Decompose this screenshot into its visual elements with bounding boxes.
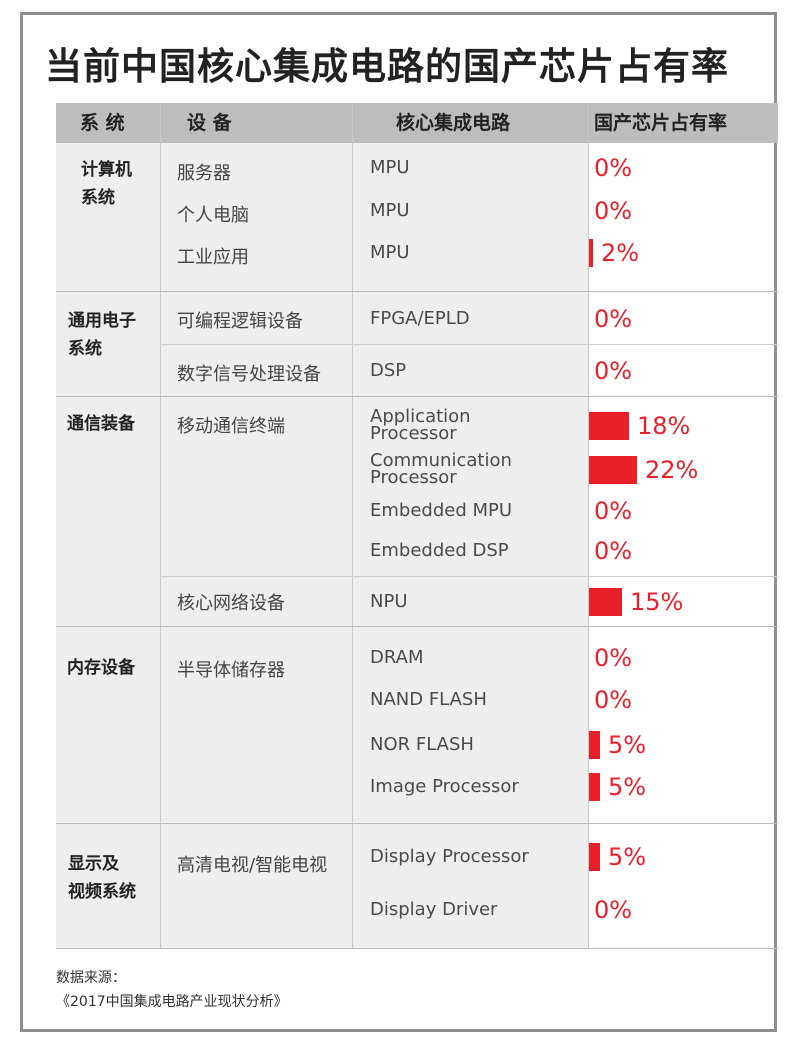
source-label: 数据来源： <box>56 970 126 986</box>
share-value-label: 0% <box>594 686 633 714</box>
core-ic-label: Communication Processor <box>370 450 512 488</box>
share-value-label: 0% <box>594 154 633 182</box>
core-ic-label: NOR FLASH <box>370 734 474 755</box>
core-ic-label: FPGA/EPLD <box>370 308 470 329</box>
share-value-label: 0% <box>594 305 633 333</box>
device-dsp: 数字信号处理设备 <box>177 364 321 385</box>
core-ic-label: NAND FLASH <box>370 689 487 710</box>
header-core-ic: 核心集成电路 <box>396 112 511 134</box>
share-bar <box>589 731 600 759</box>
group-divider <box>56 396 778 397</box>
column-divider <box>160 103 161 948</box>
device-semiconductor-memory: 半导体储存器 <box>177 660 285 681</box>
share-bar <box>589 843 600 871</box>
device-programmable-logic: 可编程逻辑设备 <box>177 311 303 332</box>
core-ic-label: Display Driver <box>370 899 498 920</box>
core-ic-label: Embedded MPU <box>370 500 513 521</box>
device-hdtv: 高清电视/智能电视 <box>177 855 328 876</box>
chart-title: 当前中国核心集成电路的国产芯片占有率 <box>45 45 729 88</box>
core-ic-label: Image Processor <box>370 776 519 797</box>
core-ic-label: DRAM <box>370 647 424 668</box>
share-value-label: 0% <box>594 357 633 385</box>
device-server: 服务器 <box>177 163 231 184</box>
core-ic-label: Display Processor <box>370 846 529 867</box>
core-ic-label: MPU <box>370 200 410 221</box>
share-bar <box>589 588 622 616</box>
device-pc: 个人电脑 <box>177 205 249 226</box>
system-communication: 通信装备 <box>67 414 135 434</box>
system-computer: 计算机 系统 <box>81 160 132 208</box>
share-value-label: 0% <box>594 537 633 565</box>
column-divider <box>352 103 353 948</box>
row-divider <box>160 576 778 577</box>
share-bar <box>589 412 629 440</box>
data-source: 数据来源： 《2017中国集成电路产业现状分析》 <box>56 966 288 1014</box>
table-header: 系 统 设 备 核心集成电路 国产芯片占有率 <box>56 103 778 143</box>
device-core-network: 核心网络设备 <box>177 593 285 614</box>
core-ic-label: DSP <box>370 360 407 381</box>
core-ic-label: Embedded DSP <box>370 540 509 561</box>
group-divider <box>56 823 778 824</box>
device-industrial: 工业应用 <box>177 247 249 268</box>
table-body-background <box>56 143 588 948</box>
share-value-label: 0% <box>594 896 633 924</box>
share-value-label: 22% <box>645 456 699 484</box>
row-divider <box>160 344 778 345</box>
share-bar <box>589 239 593 267</box>
core-ic-label: NPU <box>370 591 408 612</box>
share-value-label: 5% <box>608 773 647 801</box>
system-general-electronics: 通用电子 系统 <box>68 311 136 359</box>
core-ic-label: Application Processor <box>370 406 471 444</box>
share-value-label: 15% <box>630 588 684 616</box>
share-bar <box>589 773 600 801</box>
core-ic-label: MPU <box>370 242 410 263</box>
share-bar <box>589 456 637 484</box>
header-share: 国产芯片占有率 <box>594 112 728 134</box>
system-display-video: 显示及 视频系统 <box>68 854 136 902</box>
header-system: 系 统 <box>80 112 125 134</box>
share-value-label: 0% <box>594 197 633 225</box>
share-value-label: 0% <box>594 497 633 525</box>
group-divider <box>56 291 778 292</box>
group-divider <box>56 626 778 627</box>
figure-frame <box>20 12 777 1032</box>
table-bottom-line <box>56 948 778 949</box>
share-value-label: 2% <box>601 239 640 267</box>
source-reference: 《2017中国集成电路产业现状分析》 <box>56 994 288 1010</box>
column-divider <box>588 103 589 948</box>
core-ic-label: MPU <box>370 157 410 178</box>
share-value-label: 18% <box>637 412 691 440</box>
system-memory: 内存设备 <box>67 658 135 678</box>
device-mobile-terminal: 移动通信终端 <box>177 416 285 437</box>
share-value-label: 5% <box>608 843 647 871</box>
header-device: 设 备 <box>187 112 232 134</box>
share-value-label: 0% <box>594 644 633 672</box>
share-value-label: 5% <box>608 731 647 759</box>
